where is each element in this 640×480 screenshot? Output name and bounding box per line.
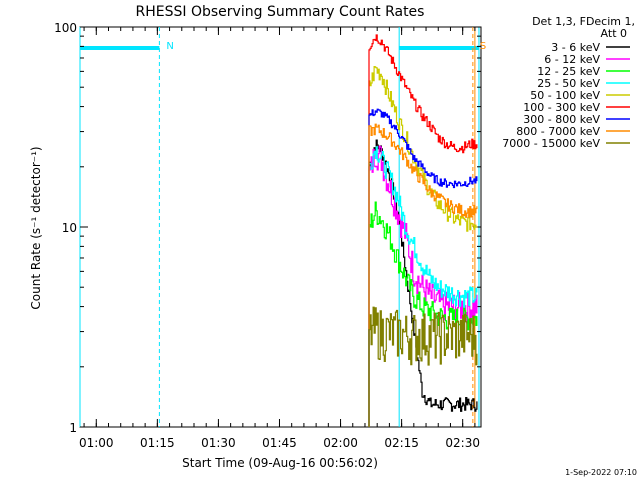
- x-tick-label: 01:15: [140, 436, 175, 450]
- plot-area: N S01:00 01:15 01:30 01:45 02:00 02:15 02:30110…: [54, 21, 486, 450]
- legend-entry-label: 7000 - 15000 keV: [502, 137, 600, 150]
- x-tick-label: 02:15: [384, 436, 419, 450]
- x-tick-label: 01:45: [262, 436, 297, 450]
- chart-title: RHESSI Observing Summary Count Rates: [136, 4, 425, 20]
- x-tick-label: 02:00: [323, 436, 358, 450]
- y-tick-label: 10: [62, 221, 77, 235]
- y-axis-label: Count Rate (s⁻¹ detector⁻¹): [29, 146, 43, 309]
- marker-label-n: N: [166, 41, 173, 52]
- x-axis-label: Start Time (09-Aug-16 00:56:02): [182, 456, 378, 470]
- y-tick-label: 1: [69, 421, 77, 435]
- legend-header-line-2: Att 0: [601, 27, 627, 40]
- x-tick-label: 01:00: [79, 436, 114, 450]
- y-tick-label: 100: [54, 21, 77, 35]
- x-tick-label: 02:30: [445, 436, 480, 450]
- render-timestamp: 1-Sep-2022 07:10: [565, 468, 637, 477]
- x-tick-label: 01:30: [201, 436, 236, 450]
- plot-frame: [80, 27, 481, 427]
- series-line-1: [369, 146, 477, 427]
